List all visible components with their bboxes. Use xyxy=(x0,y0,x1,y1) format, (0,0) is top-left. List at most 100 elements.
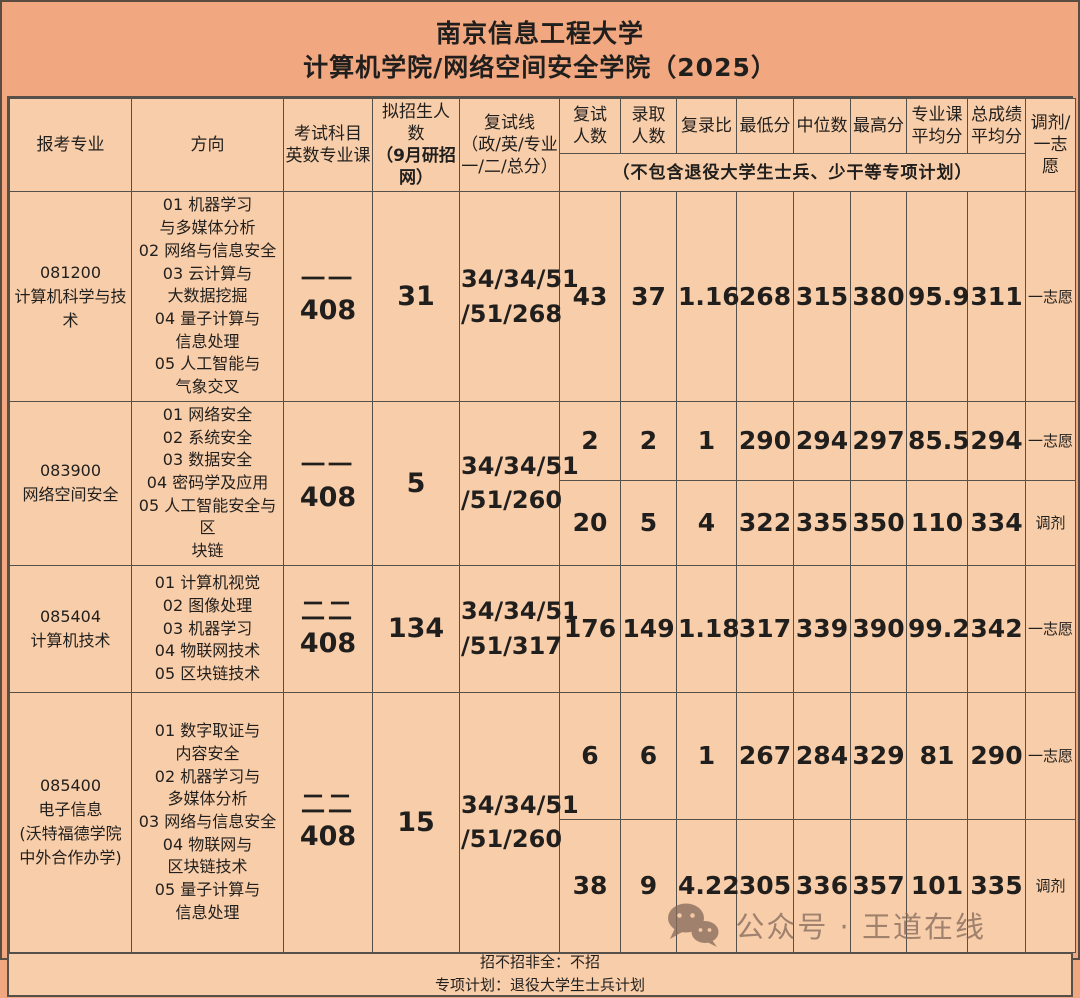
cell-score-line: 34/34/51 /51/260 xyxy=(459,691,579,953)
cell-retest-count: 20 xyxy=(559,479,621,566)
cell-min-score: 267 xyxy=(736,691,794,820)
page-title-university: 南京信息工程大学 xyxy=(435,19,644,49)
cell-exam-subjects: 一一 408 xyxy=(283,191,373,402)
admissions-table: 报考专业 方向 考试科目 英数专业课 拟招生人数 （9月研招 网） 复试线 （政… xyxy=(9,97,1076,953)
cell-max-score: 390 xyxy=(850,564,907,693)
cell-directions: 01 数字取证与 内容安全 02 机器学习与 多媒体分析 03 网络与信息安全 … xyxy=(131,691,284,953)
table-row: 085404 计算机技术 01 计算机视觉 02 图像处理 03 机器学习 04… xyxy=(9,564,1076,693)
cell-admission-type: 调剂 xyxy=(1025,479,1076,566)
col-header-admission-type: 调剂/ 一志愿 xyxy=(1025,97,1076,193)
col-header-total-avg: 总成绩 平均分 xyxy=(967,98,1026,154)
cell-admit-count: 2 xyxy=(620,400,677,481)
cell-median-score: 339 xyxy=(793,564,851,693)
cell-admit-count: 37 xyxy=(620,191,677,402)
cell-admission-type: 一志愿 xyxy=(1025,400,1076,481)
header-note: （不包含退役大学生士兵、少干等专项计划） xyxy=(559,152,1026,193)
table-row: 20 5 4 322 335 350 110 334 调剂 xyxy=(10,479,1076,566)
cell-ratio: 1 xyxy=(676,400,737,481)
cell-exam-subjects: 一一 408 xyxy=(283,400,373,566)
cell-directions: 01 计算机视觉 02 图像处理 03 机器学习 04 物联网技术 05 区块链… xyxy=(131,564,284,693)
col-header-direction: 方向 xyxy=(131,97,284,193)
col-header-score-line: 复试线 （政/英/专业 一/二/总分） xyxy=(459,97,560,193)
cell-min-score: 305 xyxy=(736,818,794,953)
col-header-median-score: 中位数 xyxy=(793,98,851,154)
cell-course-avg: 95.9 xyxy=(906,191,970,402)
cell-exam-subjects: 二二 408 xyxy=(283,691,373,953)
cell-major: 081200 计算机科学与技术 xyxy=(9,191,132,402)
cell-total-avg: 311 xyxy=(967,191,1026,402)
cell-major: 085400 电子信息 (沃特福德学院 中外合作办学) xyxy=(9,691,132,953)
admissions-table-frame: 报考专业 方向 考试科目 英数专业课 拟招生人数 （9月研招 网） 复试线 （政… xyxy=(7,96,1076,997)
table-row: 38 9 4.22 305 336 357 101 335 调剂 xyxy=(10,818,1076,953)
cell-directions: 01 机器学习 与多媒体分析 02 网络与信息安全 03 云计算与 大数据挖掘 … xyxy=(131,191,284,402)
footer-note-parttime: 招不招非全：不招 xyxy=(479,953,600,972)
cell-planned-count: 5 xyxy=(372,400,460,566)
cell-score-line: 34/34/51 /51/268 xyxy=(459,191,579,402)
cell-course-avg: 101 xyxy=(906,818,968,953)
cell-course-avg: 110 xyxy=(906,479,968,566)
table-row: 083900 网络空间安全 01 网络安全 02 系统安全 03 数据安全 04… xyxy=(9,400,1076,566)
cell-score-line: 34/34/51 /51/317 xyxy=(459,564,579,693)
cell-max-score: 350 xyxy=(850,479,907,566)
page-title-college-year: 计算机学院/网络空间安全学院（2025） xyxy=(303,53,777,82)
cell-planned-count: 31 xyxy=(372,191,460,402)
cell-total-avg: 335 xyxy=(967,818,1026,953)
cell-total-avg: 334 xyxy=(967,479,1026,566)
col-header-admit-count: 录取 人数 xyxy=(620,98,677,154)
cell-max-score: 297 xyxy=(850,400,907,481)
planned-sublabel: （9月研招 网） xyxy=(376,146,456,189)
planned-label: 拟招生人数 xyxy=(382,102,450,145)
footer-note-special-plan: 专项计划：退役大学生士兵计划 xyxy=(434,976,645,995)
header-row-note: （不包含退役大学生士兵、少干等专项计划） xyxy=(10,152,1076,193)
cell-ratio: 1.16 xyxy=(676,191,740,402)
cell-min-score: 268 xyxy=(736,191,794,402)
cell-median-score: 294 xyxy=(793,400,851,481)
cell-admission-type: 一志愿 xyxy=(1025,564,1076,693)
col-header-min-score: 最低分 xyxy=(736,98,794,154)
cell-admit-count: 9 xyxy=(620,818,677,953)
cell-planned-count: 15 xyxy=(372,691,460,953)
cell-total-avg: 294 xyxy=(967,400,1026,481)
cell-min-score: 290 xyxy=(736,400,794,481)
col-header-planned-count: 拟招生人数 （9月研招 网） xyxy=(372,97,460,193)
cell-min-score: 322 xyxy=(736,479,794,566)
cell-retest-count: 43 xyxy=(559,191,621,402)
cell-score-line: 34/34/51 /51/260 xyxy=(459,400,579,566)
cell-admission-type: 一志愿 xyxy=(1025,691,1076,820)
cell-ratio: 1.18 xyxy=(676,564,740,693)
cell-admit-count: 6 xyxy=(620,691,677,820)
table-footer-notes: 招不招非全：不招 专项计划：退役大学生士兵计划 xyxy=(9,952,1071,995)
cell-admit-count: 149 xyxy=(620,564,677,693)
cell-total-avg: 290 xyxy=(967,691,1026,820)
cell-ratio: 1 xyxy=(676,691,737,820)
col-header-retest-count: 复试 人数 xyxy=(559,98,621,154)
cell-admission-type: 一志愿 xyxy=(1025,191,1076,402)
cell-min-score: 317 xyxy=(736,564,794,693)
cell-major: 083900 网络空间安全 xyxy=(9,400,132,566)
cell-retest-count: 38 xyxy=(559,818,621,953)
cell-course-avg: 81 xyxy=(906,691,968,820)
cell-course-avg: 85.5 xyxy=(906,400,970,481)
cell-admit-count: 5 xyxy=(620,479,677,566)
cell-median-score: 336 xyxy=(793,818,851,953)
col-header-major: 报考专业 xyxy=(9,97,132,193)
cell-course-avg: 99.2 xyxy=(906,564,970,693)
cell-median-score: 284 xyxy=(793,691,851,820)
col-header-course-avg: 专业课 平均分 xyxy=(906,98,968,154)
cell-max-score: 329 xyxy=(850,691,907,820)
cell-planned-count: 134 xyxy=(372,564,460,693)
cell-ratio: 4.22 xyxy=(676,818,740,953)
cell-admission-type: 调剂 xyxy=(1025,818,1076,953)
col-header-exam-subjects: 考试科目 英数专业课 xyxy=(283,97,373,193)
cell-max-score: 380 xyxy=(850,191,907,402)
cell-ratio: 4 xyxy=(676,479,737,566)
col-header-max-score: 最高分 xyxy=(850,98,907,154)
cell-max-score: 357 xyxy=(850,818,907,953)
cell-total-avg: 342 xyxy=(967,564,1026,693)
cell-median-score: 315 xyxy=(793,191,851,402)
cell-median-score: 335 xyxy=(793,479,851,566)
header-row-1: 报考专业 方向 考试科目 英数专业课 拟招生人数 （9月研招 网） 复试线 （政… xyxy=(9,97,1076,193)
cell-retest-count: 6 xyxy=(559,691,621,820)
col-header-ratio: 复录比 xyxy=(676,98,737,154)
